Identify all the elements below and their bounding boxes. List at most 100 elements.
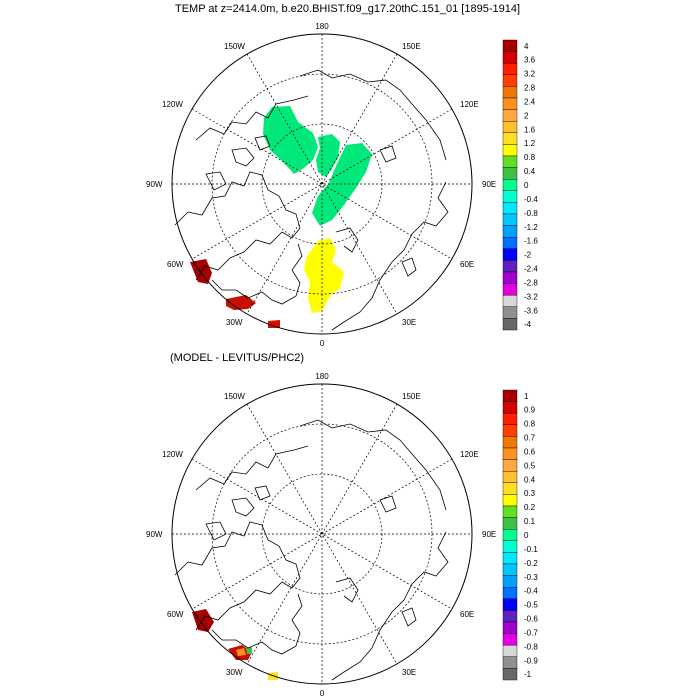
colorbar-swatch (502, 587, 518, 600)
green-patch-2 (246, 647, 252, 654)
colorbar-swatch (502, 190, 518, 203)
colorbar-label: -3.6 (524, 306, 538, 315)
colorbar-label: 2 (524, 111, 529, 120)
colorbar-swatch (502, 86, 518, 99)
colorbar-swatch (502, 459, 518, 472)
colorbar-swatch (502, 236, 518, 249)
colorbar-label: -0.9 (524, 656, 538, 665)
panel-2-title: (MODEL - LEVITUS/PHC2) (170, 352, 305, 364)
lon-label-90w-2: 90W (146, 530, 163, 539)
colorbar-swatch (502, 97, 518, 110)
colorbar-label: 3.6 (524, 56, 536, 65)
colorbar-label: 0.6 (524, 447, 536, 456)
lon-label-30e-2: 30E (402, 668, 416, 677)
colorbar-swatch (502, 494, 518, 507)
colorbar-swatch (502, 668, 518, 681)
colorbar-label: 0.4 (524, 475, 536, 484)
colorbar-label: -2.8 (524, 278, 538, 287)
colorbar-swatch (502, 260, 518, 273)
colorbar-swatch (502, 178, 518, 191)
lon-label-120w-2: 120W (162, 450, 183, 459)
map-boundary-2 (171, 383, 473, 685)
colorbar-label: -2 (524, 251, 532, 260)
lon-label-90e-2: 90E (482, 530, 496, 539)
lon-label-90w: 90W (146, 180, 163, 189)
colorbar-swatch (502, 447, 518, 460)
colorbar-swatch (502, 552, 518, 565)
colorbar-label: -2.4 (524, 265, 538, 274)
lon-label-60w-2: 60W (167, 610, 184, 619)
lon-label-120e-2: 120E (460, 450, 479, 459)
colorbar-swatch (502, 295, 518, 308)
colorbar-swatch (502, 598, 518, 611)
colorbar-label: -0.8 (524, 642, 538, 651)
red-region-atlantic (268, 320, 280, 328)
colorbar-label: 1.2 (524, 139, 536, 148)
colorbar-swatch (502, 471, 518, 484)
colorbar-label: 0.8 (524, 153, 536, 162)
lon-label-150e: 150E (402, 42, 421, 51)
colorbar-label: 2.8 (524, 84, 536, 93)
map-boundary-1 (171, 33, 473, 335)
colorbar-swatch (502, 202, 518, 215)
colorbar-swatch (502, 656, 518, 669)
colorbar-label: -0.8 (524, 209, 538, 218)
colorbar-swatch (502, 306, 518, 319)
polar-map-2: 180 0 90W 90E 150W 120W 150E 120E 60W 30… (146, 372, 538, 698)
colorbar-label: 1 (524, 392, 529, 401)
colorbar-label: -0.4 (524, 587, 538, 596)
colorbar-swatch (502, 575, 518, 588)
colorbar-swatch (502, 389, 518, 402)
colorbar-label: 1.6 (524, 125, 536, 134)
colorbar-swatch (502, 633, 518, 646)
colorbar-swatch (502, 413, 518, 426)
colorbar-swatch (502, 248, 518, 261)
colorbar-swatch (502, 318, 518, 331)
colorbar-label: 0.8 (524, 420, 536, 429)
colorbar-label: 2.4 (524, 97, 536, 106)
lon-label-30w: 30W (226, 318, 243, 327)
colorbar-swatch (502, 401, 518, 414)
colorbar-label: -0.4 (524, 195, 538, 204)
graticule-1 (172, 34, 472, 334)
colorbar-swatch (502, 610, 518, 623)
colorbar-label: 0 (524, 531, 529, 540)
colorbar-label: -0.6 (524, 615, 538, 624)
coastlines-1 (174, 69, 449, 331)
lon-label-150w-2: 150W (224, 392, 245, 401)
lon-label-180: 180 (315, 22, 329, 31)
panel-1-title: TEMP at z=2414.0m, b.e20.BHIST.f09_g17.2… (175, 3, 521, 15)
colorbar-label: -1.2 (524, 223, 538, 232)
colorbar-swatch (502, 120, 518, 133)
lon-label-120w: 120W (162, 100, 183, 109)
colorbar-swatch (502, 436, 518, 449)
lon-label-30e: 30E (402, 318, 416, 327)
lon-label-0: 0 (320, 339, 325, 348)
colorbar-label: -3.2 (524, 292, 538, 301)
colorbar-swatch (502, 39, 518, 52)
colorbar-label: 0.4 (524, 167, 536, 176)
colorbar-swatch (502, 482, 518, 495)
colorbar-swatch (502, 517, 518, 530)
lon-label-150w: 150W (224, 42, 245, 51)
lon-label-60w: 60W (167, 260, 184, 269)
orange-patch-2 (236, 648, 246, 656)
colorbar-label: 0.2 (524, 503, 536, 512)
colorbar-swatch (502, 167, 518, 180)
lon-label-0-2: 0 (320, 689, 325, 698)
colorbar-swatch (502, 271, 518, 284)
colorbar-label: -0.1 (524, 545, 538, 554)
colorbar-label: -1.6 (524, 237, 538, 246)
colorbar-label: 0.9 (524, 406, 536, 415)
colorbar-swatch (502, 645, 518, 658)
lon-label-60e-2: 60E (460, 610, 474, 619)
colorbar-label: 0.1 (524, 517, 536, 526)
darkred-region-labrador (226, 295, 256, 310)
lon-label-90e: 90E (482, 180, 496, 189)
colorbar-2: 1 0.9 0.8 0.7 0.6 0.5 0.4 0.3 0.2 0.1 0 -0.1 -0.2 -0.… (502, 389, 538, 681)
colorbar-label: -0.5 (524, 601, 538, 610)
colorbar-swatch (502, 63, 518, 76)
lon-label-180-2: 180 (315, 372, 329, 381)
colorbar-label: -0.7 (524, 628, 538, 637)
colorbar-swatch (502, 51, 518, 64)
